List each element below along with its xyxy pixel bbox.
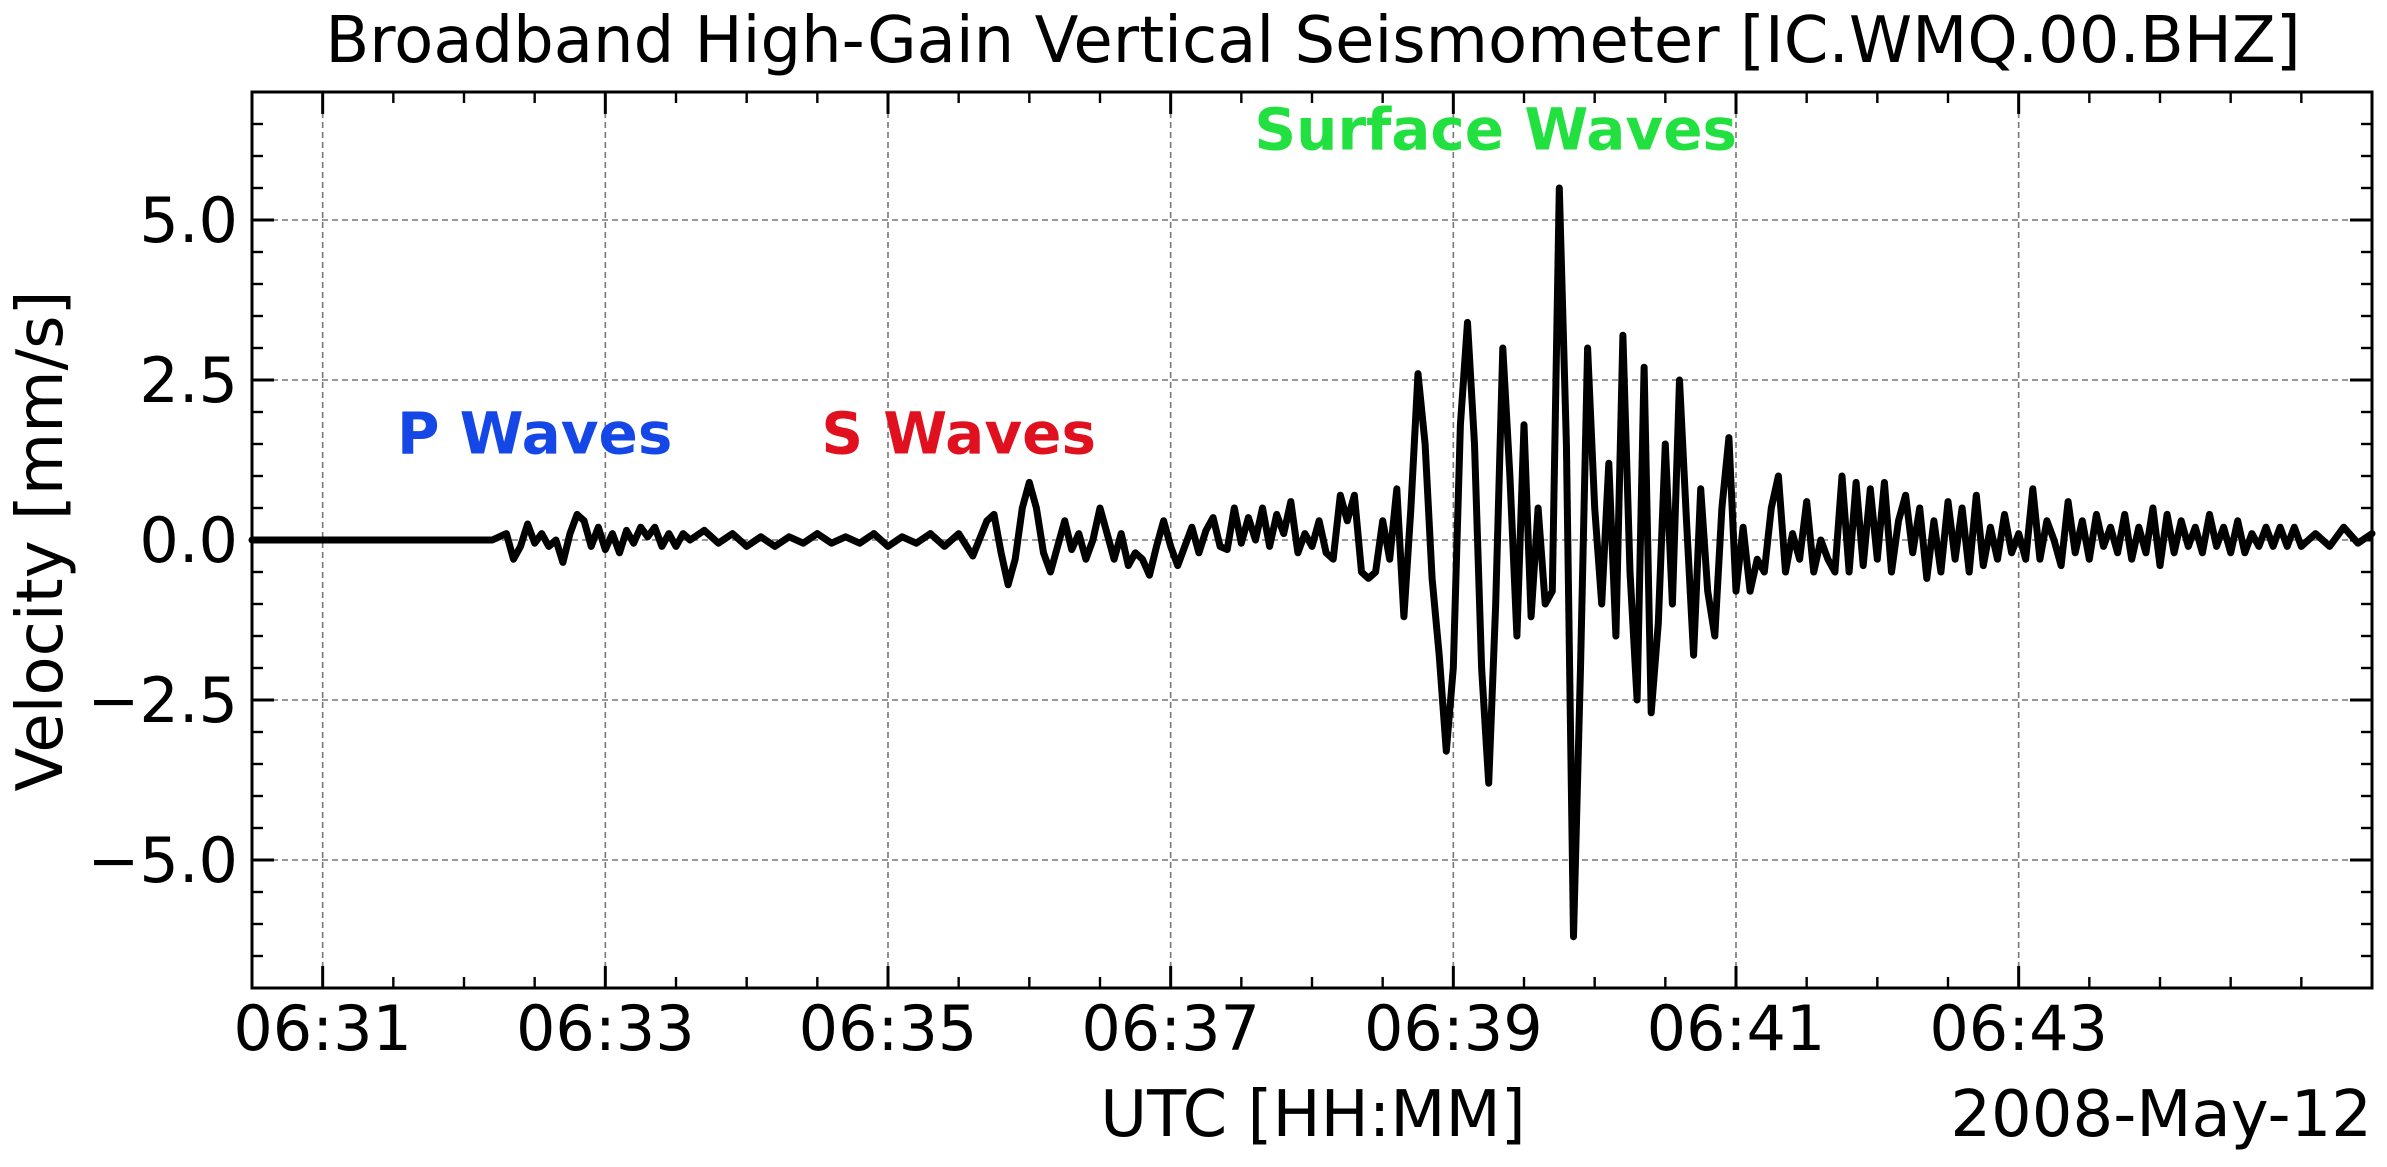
annotation-surface-waves: Surface Waves: [1254, 96, 1737, 164]
annotation-s-waves: S Waves: [821, 400, 1096, 468]
y-tick-label: 2.5: [139, 344, 238, 417]
x-axis-label: UTC [HH:MM]: [1100, 1078, 1525, 1152]
annotations: P Waves S Waves Surface Waves: [397, 96, 1737, 468]
date-label: 2008-May-12: [1950, 1078, 2372, 1152]
y-tick-label: 0.0: [139, 504, 238, 577]
y-tick-label: −5.0: [87, 824, 238, 897]
x-tick-label: 06:35: [799, 992, 978, 1065]
y-tick-label: 5.0: [139, 184, 238, 257]
x-tick-label: 06:41: [1647, 992, 1826, 1065]
x-tick-label: 06:43: [1929, 992, 2108, 1065]
x-tick-label: 06:31: [233, 992, 412, 1065]
annotation-p-waves: P Waves: [397, 400, 672, 468]
y-tick-label: −2.5: [87, 664, 238, 737]
x-tick-label: 06:37: [1081, 992, 1260, 1065]
plot-frame: [250, 90, 2374, 990]
velocity-trace: [248, 184, 2376, 941]
chart-title: Broadband High-Gain Vertical Seismometer…: [325, 4, 2300, 78]
x-tick-label: 06:33: [516, 992, 695, 1065]
series-layer: [248, 184, 2376, 941]
tick-labels: 06:31 06:33 06:35 06:37 06:39 06:41 06:43 −5.0 −…: [87, 184, 2108, 1065]
x-tick-label: 06:39: [1364, 992, 1543, 1065]
y-axis-label: Velocity [mm/s]: [4, 291, 78, 792]
